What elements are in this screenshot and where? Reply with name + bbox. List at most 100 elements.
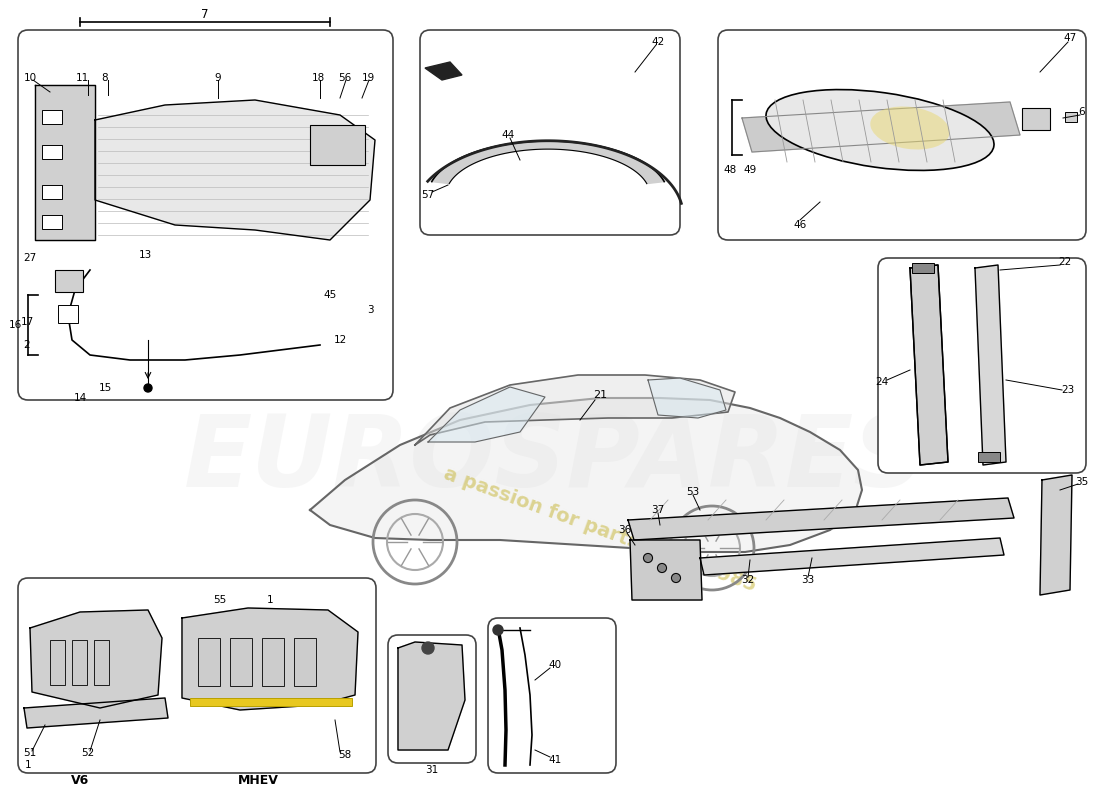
Text: 36: 36 bbox=[618, 525, 631, 535]
Polygon shape bbox=[428, 387, 544, 442]
FancyBboxPatch shape bbox=[420, 30, 680, 235]
Text: 37: 37 bbox=[651, 505, 664, 515]
Text: 19: 19 bbox=[362, 73, 375, 83]
Text: 14: 14 bbox=[74, 393, 87, 403]
Polygon shape bbox=[35, 85, 95, 240]
Polygon shape bbox=[415, 375, 735, 445]
Text: V6: V6 bbox=[70, 774, 89, 786]
Polygon shape bbox=[1040, 475, 1072, 595]
Text: 1: 1 bbox=[266, 595, 273, 605]
Bar bbox=[1022, 108, 1050, 130]
Text: 46: 46 bbox=[793, 220, 806, 230]
Text: 53: 53 bbox=[686, 487, 700, 497]
Polygon shape bbox=[628, 498, 1014, 540]
Text: 48: 48 bbox=[724, 165, 737, 175]
Text: 15: 15 bbox=[98, 383, 111, 393]
Bar bbox=[42, 145, 62, 159]
FancyBboxPatch shape bbox=[388, 635, 476, 763]
Polygon shape bbox=[24, 698, 168, 728]
Text: 35: 35 bbox=[1076, 477, 1089, 487]
FancyBboxPatch shape bbox=[878, 258, 1086, 473]
Text: 23: 23 bbox=[1062, 385, 1075, 395]
Text: 33: 33 bbox=[802, 575, 815, 585]
Polygon shape bbox=[30, 610, 162, 708]
FancyBboxPatch shape bbox=[718, 30, 1086, 240]
Polygon shape bbox=[425, 62, 462, 80]
Bar bbox=[42, 110, 62, 124]
Circle shape bbox=[493, 625, 503, 635]
Circle shape bbox=[644, 554, 652, 562]
Bar bbox=[50, 640, 65, 685]
Text: 55: 55 bbox=[213, 595, 227, 605]
Text: 16: 16 bbox=[9, 320, 22, 330]
Circle shape bbox=[144, 384, 152, 392]
Text: 7: 7 bbox=[201, 9, 209, 22]
Text: 41: 41 bbox=[549, 755, 562, 765]
Polygon shape bbox=[630, 540, 702, 600]
Polygon shape bbox=[648, 378, 726, 418]
Text: 56: 56 bbox=[339, 73, 352, 83]
Text: 52: 52 bbox=[81, 748, 95, 758]
Text: 49: 49 bbox=[744, 165, 757, 175]
Text: 57: 57 bbox=[421, 190, 434, 200]
Text: 44: 44 bbox=[502, 130, 515, 140]
Text: 10: 10 bbox=[23, 73, 36, 83]
Bar bbox=[94, 640, 109, 685]
Ellipse shape bbox=[766, 90, 994, 170]
FancyBboxPatch shape bbox=[18, 30, 393, 400]
Polygon shape bbox=[398, 642, 465, 750]
Text: 18: 18 bbox=[311, 73, 324, 83]
Text: 31: 31 bbox=[426, 765, 439, 775]
Text: 24: 24 bbox=[876, 377, 889, 387]
Bar bbox=[190, 698, 352, 706]
Circle shape bbox=[671, 574, 681, 582]
Text: 17: 17 bbox=[21, 317, 34, 327]
Polygon shape bbox=[910, 265, 948, 465]
Text: 27: 27 bbox=[23, 253, 36, 263]
Text: 2: 2 bbox=[24, 340, 31, 350]
Text: 47: 47 bbox=[1064, 33, 1077, 43]
Text: 13: 13 bbox=[139, 250, 152, 260]
Bar bbox=[72, 640, 87, 685]
Bar bbox=[912, 263, 934, 273]
Bar bbox=[262, 638, 284, 686]
Text: 21: 21 bbox=[593, 390, 607, 400]
Circle shape bbox=[422, 642, 435, 654]
Bar bbox=[978, 452, 1000, 462]
Text: 42: 42 bbox=[651, 37, 664, 47]
Polygon shape bbox=[700, 538, 1004, 575]
Polygon shape bbox=[95, 100, 375, 240]
Bar bbox=[310, 125, 365, 165]
Circle shape bbox=[658, 563, 667, 573]
Text: 1: 1 bbox=[24, 760, 31, 770]
Polygon shape bbox=[432, 141, 664, 183]
Bar bbox=[294, 638, 316, 686]
Polygon shape bbox=[742, 102, 1020, 152]
Text: 11: 11 bbox=[76, 73, 89, 83]
Text: 9: 9 bbox=[214, 73, 221, 83]
Text: 6: 6 bbox=[1079, 107, 1086, 117]
Polygon shape bbox=[975, 265, 1006, 465]
Bar bbox=[55, 270, 82, 292]
Bar bbox=[42, 185, 62, 199]
Text: 32: 32 bbox=[741, 575, 755, 585]
Bar bbox=[198, 638, 220, 686]
Text: 45: 45 bbox=[323, 290, 337, 300]
Bar bbox=[1065, 112, 1077, 122]
Text: 40: 40 bbox=[549, 660, 562, 670]
Bar bbox=[230, 638, 252, 686]
FancyBboxPatch shape bbox=[18, 578, 376, 773]
Bar bbox=[58, 305, 78, 323]
Text: 3: 3 bbox=[366, 305, 373, 315]
Bar bbox=[42, 215, 62, 229]
Text: 12: 12 bbox=[333, 335, 346, 345]
Polygon shape bbox=[310, 398, 862, 552]
Ellipse shape bbox=[870, 106, 949, 150]
Polygon shape bbox=[182, 608, 358, 710]
Text: 51: 51 bbox=[23, 748, 36, 758]
FancyBboxPatch shape bbox=[488, 618, 616, 773]
Text: 8: 8 bbox=[101, 73, 108, 83]
Text: 22: 22 bbox=[1058, 257, 1071, 267]
Text: 58: 58 bbox=[339, 750, 352, 760]
Text: a passion for parts since 1985: a passion for parts since 1985 bbox=[441, 465, 759, 595]
